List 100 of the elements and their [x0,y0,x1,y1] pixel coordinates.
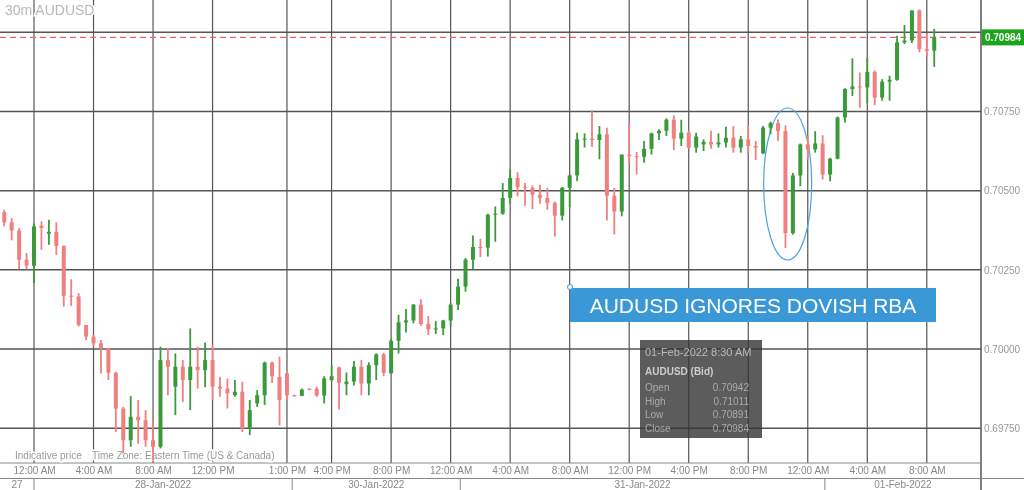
candlestick [426,315,431,336]
candlestick [671,114,676,152]
x-tick-label: 12:00 AM [430,465,473,477]
annotation: 0.70984 [712,422,750,434]
candlestick [686,129,691,150]
x-tick-label: 12:00 PM [608,465,652,477]
text: 01-Feb-2022 [874,479,932,490]
candlestick [284,370,289,401]
candlestick [857,71,862,109]
candlestick [351,360,356,387]
y-tick-label: 0.69750 [984,422,1021,434]
x-tick-label: 4:00 PM [670,465,708,477]
candlestick [366,361,371,397]
annotation: High [645,395,666,407]
candlestick [46,218,51,246]
y-tick-label: 0.70250 [984,264,1021,276]
x-tick-label: 8:00 AM [908,465,946,477]
x-tick-label: 8:00 PM [730,465,768,477]
candlestick [396,313,401,355]
annotation: AUDUSD IGNORES DOVISH RBA [589,294,917,317]
candlestick [545,186,550,211]
annotation: 01-Feb-2022 8:30 AM [645,346,752,358]
candlestick [552,200,557,238]
candlestick [270,360,275,384]
x-tick-label: 4:00 AM [75,465,113,477]
candlestick [924,32,929,58]
x-tick-label: 4:00 AM [492,465,530,477]
y-tick-label: 0.70500 [984,185,1021,197]
text: 30-Jan-2022 [348,479,405,490]
x-tick-label: 8:00 PM [372,465,411,477]
candlestick [887,74,892,102]
text: 31-Jan-2022 [614,479,672,490]
y-tick-label: 0.70750 [984,106,1021,118]
candlestick [322,375,327,405]
candlestick [448,302,453,328]
candlestick [642,140,647,164]
candlestick [530,184,535,210]
annotation: Open [645,382,670,393]
candlestick [694,131,699,154]
x-tick-label: 12:00 AM [787,465,830,477]
candlestick [98,339,103,375]
candlestick [203,341,208,389]
candlestick [173,352,178,417]
x-tick-label: 8:00 AM [135,465,172,477]
candlestick [880,78,885,102]
candlestick [381,351,386,378]
candlestick [456,277,461,311]
candlestick [508,168,513,205]
candlestick [54,221,59,256]
y-tick-label: 0.70000 [984,343,1021,355]
candlestick [180,359,185,403]
x-tick-label: 4:00 PM [313,465,351,477]
x-tick-label: 1:00 PM [268,465,307,477]
candlestick [493,205,498,243]
candlestick [731,125,736,154]
candlestick [165,347,170,397]
candlestick [277,355,282,427]
candlestick [723,125,728,149]
annotation: AUDUSD (Bid) [645,366,714,377]
candlestick [9,217,14,242]
candlestick [865,56,870,105]
candlestick [597,125,602,161]
candlestick [337,365,342,411]
candlestick [753,140,758,161]
candlestick [218,375,222,398]
candlestick [612,186,617,236]
text: 28-Jan-2022 [135,479,192,490]
x-tick-label: 12:00 PM [191,465,235,477]
candlestick [418,298,423,327]
x-tick-label: 4:00 AM [849,465,887,477]
candlestick [188,327,193,412]
candlestick [567,173,572,209]
candlestick [776,118,780,142]
candlestick [433,320,438,336]
candlestick [374,352,379,381]
candlestick [634,151,639,176]
candlestick [411,303,416,325]
candlestick [478,237,483,259]
candlestick [470,234,475,271]
candlestick [523,182,528,207]
annotation: 0.71011 [713,395,750,407]
candlestick [746,125,751,155]
candlestick [537,183,542,205]
candlestick [128,395,133,448]
annotation: Low [645,409,665,420]
annotation: 0.70942 [712,382,750,393]
candlestick [813,130,818,154]
candlestick [404,308,408,334]
annotation: Close [645,422,671,434]
candlestick [359,359,364,397]
candlestick [932,27,937,68]
candlestick [679,118,684,147]
candlestick [500,182,505,216]
annotation: 0.70891 [712,409,750,420]
candlestick [247,399,252,437]
candlestick [69,278,74,307]
x-tick-label: 8:00 AM [551,465,589,477]
candlestick [805,134,810,161]
candlestick [143,409,148,448]
candlestick [850,57,855,97]
